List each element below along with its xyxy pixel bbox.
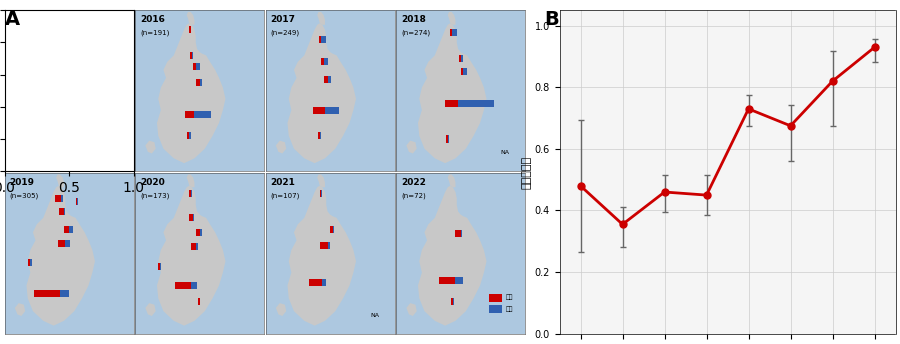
- Polygon shape: [418, 186, 487, 326]
- Polygon shape: [276, 141, 286, 153]
- Polygon shape: [418, 23, 487, 163]
- Text: 2017: 2017: [271, 15, 296, 24]
- Polygon shape: [157, 23, 226, 163]
- Polygon shape: [317, 174, 325, 187]
- Text: オス: オス: [506, 306, 513, 312]
- Text: 2016: 2016: [140, 15, 165, 24]
- Polygon shape: [447, 174, 455, 187]
- Polygon shape: [186, 174, 194, 187]
- Text: 2022: 2022: [401, 178, 426, 187]
- Text: 2021: 2021: [271, 178, 295, 187]
- Text: A: A: [4, 10, 20, 29]
- Text: B: B: [544, 10, 559, 29]
- Y-axis label: メスの割合: メスの割合: [522, 155, 532, 189]
- Text: (n=249): (n=249): [271, 30, 300, 36]
- Polygon shape: [317, 12, 325, 25]
- Text: (n=72): (n=72): [401, 192, 426, 198]
- Polygon shape: [56, 12, 64, 25]
- Text: 5 km: 5 km: [56, 157, 69, 162]
- Polygon shape: [146, 303, 156, 316]
- Text: NA: NA: [500, 150, 509, 155]
- Polygon shape: [186, 12, 194, 25]
- Polygon shape: [146, 141, 156, 153]
- Text: 2018: 2018: [401, 15, 426, 24]
- Text: 2020: 2020: [140, 178, 165, 187]
- Text: NA: NA: [370, 313, 379, 318]
- Text: (n=21): (n=21): [10, 30, 34, 36]
- Text: (n=173): (n=173): [140, 192, 169, 198]
- Polygon shape: [287, 23, 356, 163]
- Polygon shape: [157, 186, 226, 326]
- Polygon shape: [14, 303, 25, 316]
- Polygon shape: [407, 303, 417, 316]
- Text: メス: メス: [506, 295, 513, 300]
- FancyBboxPatch shape: [489, 305, 502, 313]
- Text: (n=191): (n=191): [140, 30, 169, 36]
- FancyBboxPatch shape: [489, 294, 502, 301]
- Text: (n=107): (n=107): [271, 192, 300, 198]
- Polygon shape: [56, 174, 64, 187]
- Polygon shape: [287, 186, 356, 326]
- Polygon shape: [276, 303, 286, 316]
- Text: 2019: 2019: [10, 178, 35, 187]
- Polygon shape: [26, 23, 95, 163]
- Polygon shape: [447, 12, 455, 25]
- Polygon shape: [407, 141, 417, 153]
- Text: (n=274): (n=274): [401, 30, 430, 36]
- Polygon shape: [26, 186, 95, 326]
- Text: (n=305): (n=305): [10, 192, 39, 198]
- Polygon shape: [14, 141, 25, 153]
- Text: 2015: 2015: [10, 15, 34, 24]
